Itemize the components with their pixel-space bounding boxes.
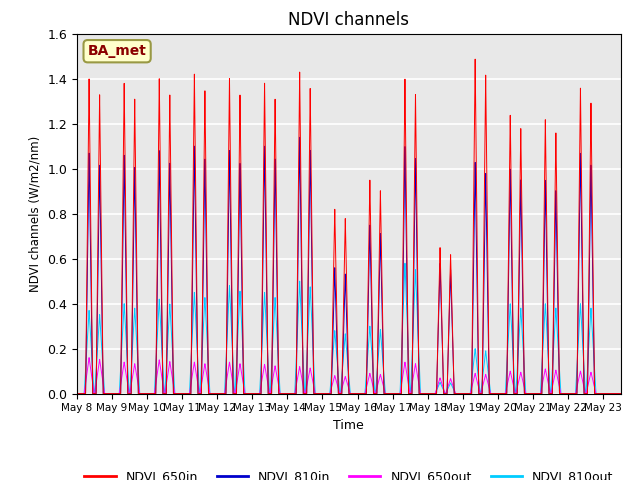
Y-axis label: NDVI channels (W/m2/nm): NDVI channels (W/m2/nm): [29, 135, 42, 292]
Legend: NDVI_650in, NDVI_810in, NDVI_650out, NDVI_810out: NDVI_650in, NDVI_810in, NDVI_650out, NDV…: [79, 465, 618, 480]
Text: BA_met: BA_met: [88, 44, 147, 58]
Title: NDVI channels: NDVI channels: [288, 11, 410, 29]
X-axis label: Time: Time: [333, 419, 364, 432]
